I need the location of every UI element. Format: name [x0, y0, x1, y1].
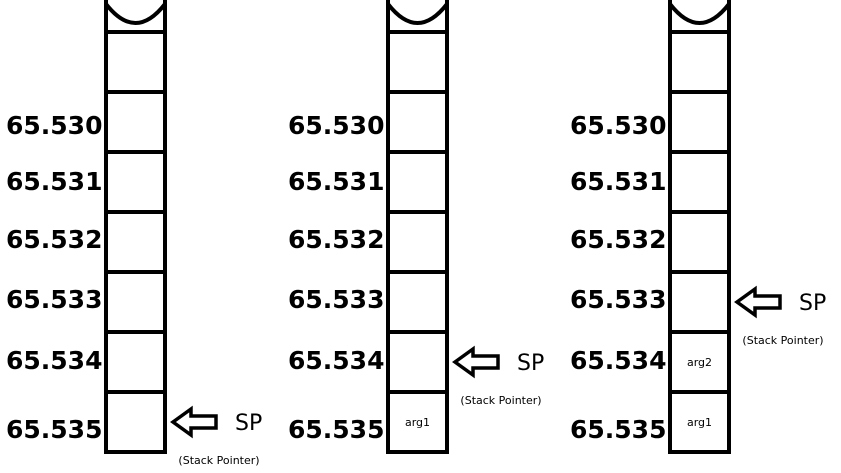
stack-pointer-arrow-icon — [170, 405, 218, 439]
address-label: 65.533 — [6, 285, 102, 314]
stack-top-curve — [386, 2, 449, 25]
address-label: 65.535 — [288, 415, 384, 444]
stack-2: 65.530 65.531 65.532 65.533 65.534 65.535 arg1… — [288, 0, 544, 454]
stack-cell-value: arg2 — [687, 356, 712, 369]
address-label: 65.530 — [288, 111, 384, 140]
address-label: 65.531 — [570, 167, 666, 196]
address-label: 65.530 — [570, 111, 666, 140]
address-label: 65.535 — [6, 415, 102, 444]
address-label: 65.531 — [6, 167, 102, 196]
stack-pointer-label: SP — [517, 351, 544, 376]
stack-top-curve — [104, 2, 167, 25]
address-label: 65.534 — [570, 346, 666, 375]
stack-pointer-caption: (Stack Pointer) — [460, 394, 541, 407]
stack-pointer-label: SP — [799, 291, 826, 316]
stack-top-curve — [668, 2, 731, 25]
stack-pointer-caption: (Stack Pointer) — [742, 334, 823, 347]
stack-cell-value: arg1 — [687, 416, 712, 429]
address-label: 65.534 — [6, 346, 102, 375]
address-label: 65.531 — [288, 167, 384, 196]
stack-3: 65.530 65.531 65.532 65.533 65.534 arg2 65.535… — [570, 0, 826, 454]
address-label: 65.532 — [6, 225, 102, 254]
stack-1: 65.530 65.531 65.532 65.533 65.534 65.535 SP (S… — [6, 0, 262, 467]
stack-pointer-arrow-icon — [452, 345, 500, 379]
address-label: 65.532 — [288, 225, 384, 254]
stack-pointer-caption: (Stack Pointer) — [178, 454, 259, 467]
stack-pointer-arrow-icon — [734, 285, 782, 319]
address-label: 65.533 — [288, 285, 384, 314]
stack-pointer-label: SP — [235, 411, 262, 436]
stack-cell-value: arg1 — [405, 416, 430, 429]
address-label: 65.534 — [288, 346, 384, 375]
address-label: 65.533 — [570, 285, 666, 314]
address-label: 65.532 — [570, 225, 666, 254]
address-label: 65.530 — [6, 111, 102, 140]
address-label: 65.535 — [570, 415, 666, 444]
